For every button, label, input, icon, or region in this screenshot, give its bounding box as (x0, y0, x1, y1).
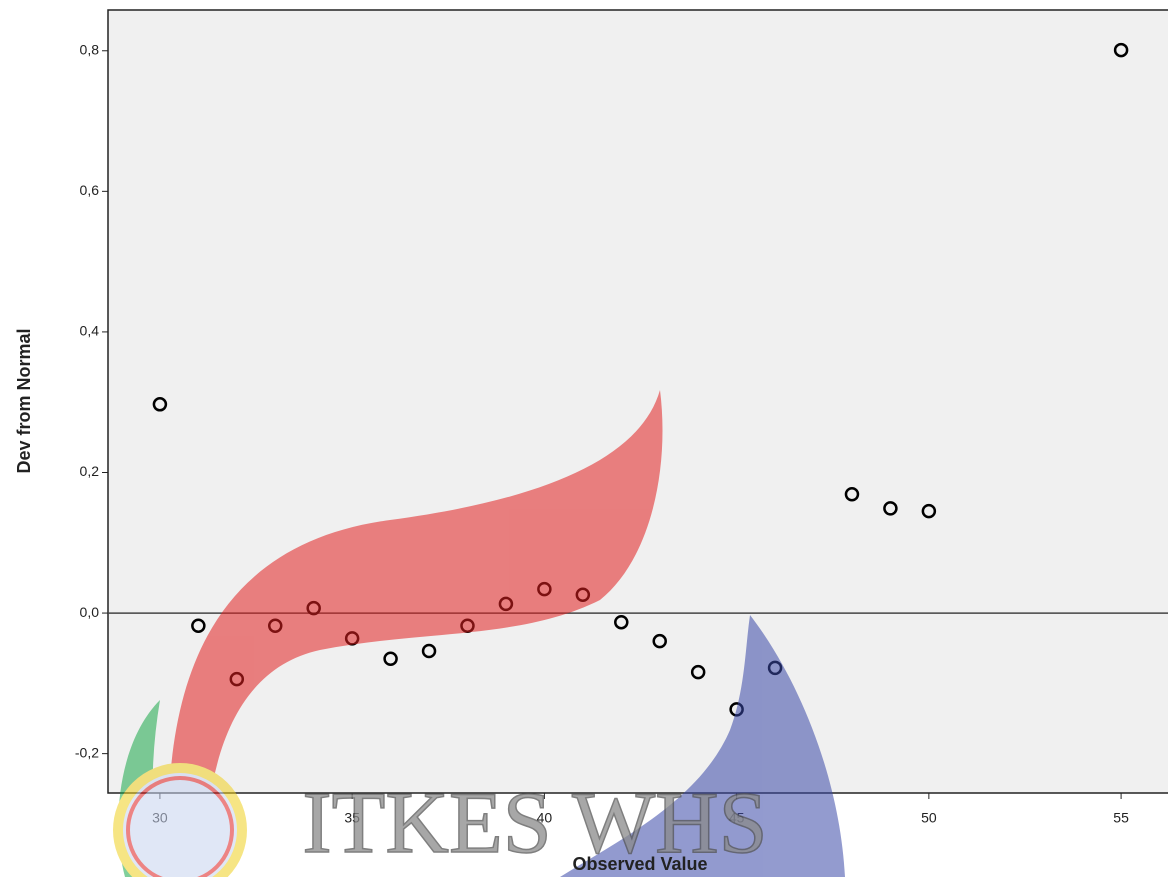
plot-layer: -0,20,00,20,40,60,8303540455055 (75, 41, 1168, 826)
point (383, 651, 398, 667)
watermark-shape (560, 615, 845, 877)
y-axis-title: Dev from Normal (14, 328, 34, 473)
point (690, 664, 706, 680)
y-tick-label: -0,2 (75, 744, 99, 760)
y-tick-label: 0,6 (80, 182, 100, 198)
point (883, 501, 898, 516)
point (191, 618, 206, 633)
watermark-text: ITKES WHS (302, 775, 767, 872)
x-axis-title: Observed Value (572, 854, 707, 874)
x-tick-label: 50 (921, 810, 937, 826)
y-tick-label: 0,4 (80, 323, 100, 339)
y-tick-label: 0,0 (80, 604, 100, 620)
point (652, 633, 667, 649)
y-tick-label: 0,2 (80, 463, 100, 479)
point (921, 503, 937, 519)
point (421, 643, 437, 659)
watermark-logo (126, 776, 234, 882)
x-tick-label: 55 (1113, 810, 1129, 826)
point (844, 487, 860, 502)
y-tick-label: 0,8 (80, 41, 100, 57)
point (152, 397, 168, 412)
watermark-logo (113, 763, 247, 882)
point (614, 614, 629, 630)
x-tick-label: 35 (344, 810, 360, 826)
watermark (113, 390, 845, 882)
watermark-shape (170, 390, 663, 800)
x-tick-label: 40 (537, 810, 553, 826)
point (1113, 42, 1129, 58)
